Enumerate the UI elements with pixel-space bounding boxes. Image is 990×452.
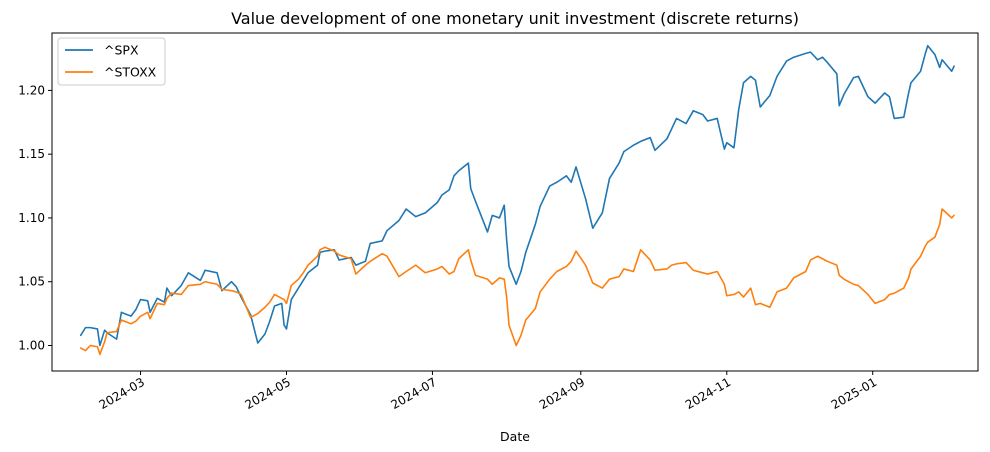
x-tick-label: 2024-05 <box>243 375 293 412</box>
x-tick-label: 2024-07 <box>389 375 439 412</box>
chart-title: Value development of one monetary unit i… <box>231 9 799 28</box>
plot-frame <box>51 32 979 372</box>
legend-label-stoxx: ^STOXX <box>104 65 157 80</box>
legend-label-spx: ^SPX <box>104 43 139 58</box>
series-line-stoxx <box>79 208 955 356</box>
x-axis-label: Date <box>500 429 530 444</box>
x-tick-label: 2025-01 <box>829 375 879 412</box>
y-tick-label: 1.05 <box>18 275 45 289</box>
x-axis: 2024-03 2024-05 2024-07 2024-09 2024-11 2025-… <box>97 371 879 412</box>
series-line-spx <box>79 44 955 347</box>
y-tick-label: 1.10 <box>18 211 45 225</box>
y-tick-label: 1.20 <box>18 83 45 97</box>
y-axis: 1.00 1.05 1.10 1.15 1.20 <box>18 83 52 352</box>
x-tick-label: 2024-03 <box>97 375 147 412</box>
x-tick-label: 2024-11 <box>683 375 733 412</box>
legend: ^SPX ^STOXX <box>57 37 166 86</box>
series-layer <box>79 44 955 356</box>
y-tick-label: 1.00 <box>18 338 45 352</box>
x-tick-label: 2024-09 <box>537 375 587 412</box>
y-tick-label: 1.15 <box>18 147 45 161</box>
